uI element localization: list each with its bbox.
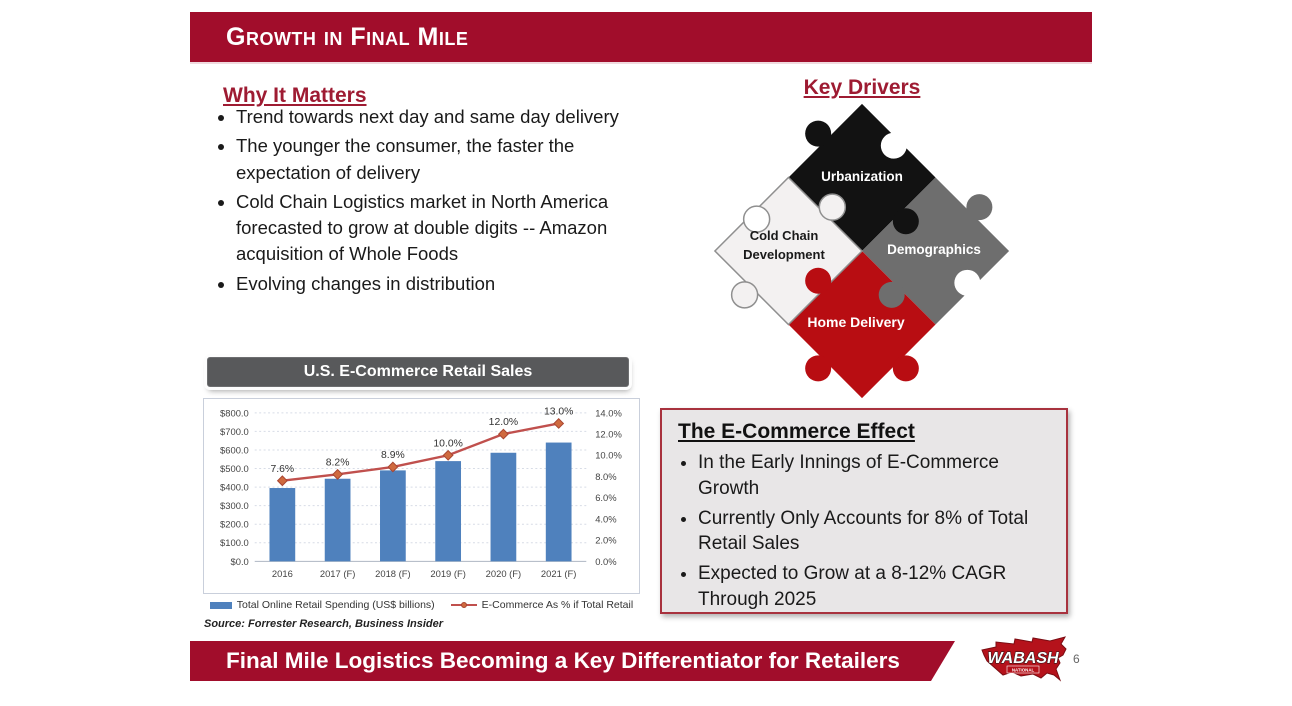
svg-text:2017 (F): 2017 (F): [320, 568, 356, 579]
list-item: Cold Chain Logistics market in North Ame…: [236, 189, 638, 268]
legend-item-line: E-Commerce As % if Total Retail: [450, 599, 634, 611]
key-drivers-heading: Key Drivers: [803, 76, 921, 99]
svg-text:$100.0: $100.0: [220, 537, 249, 548]
chart-source-note: Source: Forrester Research, Business Ins…: [204, 618, 444, 630]
list-item: The younger the consumer, the faster the…: [236, 133, 638, 186]
svg-text:$300.0: $300.0: [220, 500, 249, 511]
svg-text:$500.0: $500.0: [220, 463, 249, 474]
svg-text:$800.0: $800.0: [220, 407, 249, 418]
logo-brand-text: WABASH: [987, 650, 1059, 667]
svg-text:8.9%: 8.9%: [381, 450, 405, 461]
svg-text:14.0%: 14.0%: [595, 407, 622, 418]
list-item: Trend towards next day and same day deli…: [236, 104, 638, 130]
legend-label: Total Online Retail Spending (US$ billio…: [236, 599, 435, 611]
list-item: Expected to Grow at a 8-12% CAGR Through…: [698, 561, 1054, 613]
svg-text:2020 (F): 2020 (F): [486, 568, 522, 579]
svg-text:2016: 2016: [272, 568, 293, 579]
bar-series-swatch-icon: [209, 601, 232, 609]
svg-text:7.6%: 7.6%: [271, 464, 295, 475]
svg-text:$0.0: $0.0: [230, 556, 248, 567]
why-it-matters-heading: Why It Matters: [223, 84, 367, 107]
svg-text:$700.0: $700.0: [220, 426, 249, 437]
key-drivers-puzzle-diagram: [690, 95, 1035, 410]
svg-text:$400.0: $400.0: [220, 482, 249, 493]
svg-text:6.0%: 6.0%: [595, 492, 617, 503]
footer-banner: Final Mile Logistics Becoming a Key Diff…: [190, 641, 955, 681]
svg-text:2018 (F): 2018 (F): [375, 568, 411, 579]
sales-chart: $0.0 $100.0 $200.0 $300.0 $400.0 $500.0 $600.0…: [203, 398, 640, 594]
svg-text:10.0%: 10.0%: [595, 450, 622, 461]
chart-title-bar: U.S. E-Commerce Retail Sales: [207, 357, 629, 387]
svg-text:$600.0: $600.0: [220, 444, 249, 455]
svg-text:8.0%: 8.0%: [595, 471, 617, 482]
puzzle-label-cold-chain-development: Cold Chain Development: [743, 228, 825, 262]
svg-text:13.0%: 13.0%: [544, 407, 573, 418]
svg-text:10.0%: 10.0%: [433, 438, 462, 449]
logo-sub-text: NATIONAL: [1012, 667, 1035, 672]
page-number: 6: [1073, 652, 1080, 666]
svg-text:$200.0: $200.0: [220, 519, 249, 530]
puzzle-svg: [713, 103, 1010, 399]
svg-text:12.0%: 12.0%: [489, 417, 518, 428]
why-it-matters-list: Trend towards next day and same day deli…: [214, 104, 638, 300]
sales-chart-svg: $0.0 $100.0 $200.0 $300.0 $400.0 $500.0 $600.0…: [220, 407, 622, 580]
ecommerce-effect-box: The E-Commerce Effect In the Early Innin…: [660, 408, 1068, 614]
svg-text:2019 (F): 2019 (F): [430, 568, 466, 579]
ecommerce-effect-heading: The E-Commerce Effect: [678, 420, 915, 443]
svg-text:2021 (F): 2021 (F): [541, 568, 577, 579]
wabash-national-logo: WABASH NATIONAL: [976, 629, 1070, 693]
footer-banner-text: Final Mile Logistics Becoming a Key Diff…: [226, 648, 900, 673]
svg-text:0.0%: 0.0%: [595, 556, 617, 567]
legend-item-bars: Total Online Retail Spending (US$ billio…: [209, 599, 435, 611]
list-item: Currently Only Accounts for 8% of Total …: [698, 506, 1054, 558]
slide-title-banner: Growth in Final Mile: [190, 12, 1092, 62]
list-item: Evolving changes in distribution: [236, 271, 638, 297]
puzzle-label-demographics: Demographics: [887, 242, 981, 257]
usa-map-logo-icon: WABASH NATIONAL: [981, 636, 1067, 682]
legend-label: E-Commerce As % if Total Retail: [481, 599, 634, 611]
list-item: In the Early Innings of E-Commerce Growt…: [698, 450, 1054, 502]
slide-title: Growth in Final Mile: [226, 23, 469, 51]
svg-text:4.0%: 4.0%: [595, 513, 617, 524]
chart-legend: Total Online Retail Spending (US$ billio…: [203, 599, 640, 611]
svg-text:12.0%: 12.0%: [595, 429, 622, 440]
svg-text:2.0%: 2.0%: [595, 535, 617, 546]
puzzle-label-home-delivery: Home Delivery: [807, 314, 905, 330]
ecommerce-effect-list: In the Early Innings of E-Commerce Growt…: [662, 450, 1066, 613]
svg-text:8.2%: 8.2%: [326, 457, 350, 468]
line-series-marker-icon: [450, 601, 477, 609]
puzzle-label-urbanization: Urbanization: [821, 169, 903, 184]
